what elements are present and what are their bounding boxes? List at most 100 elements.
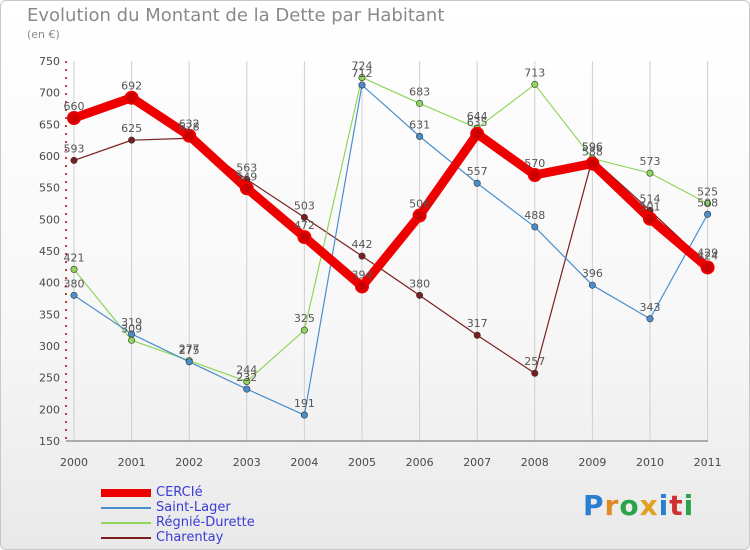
data-label: 525 xyxy=(697,186,718,199)
legend-label: Saint-Lager xyxy=(156,500,231,515)
data-label: 514 xyxy=(640,192,661,205)
x-tick-label: 2000 xyxy=(60,456,88,469)
data-label: 442 xyxy=(352,238,373,251)
data-point xyxy=(531,223,539,231)
y-tick-label: 150 xyxy=(39,435,60,448)
data-label: 683 xyxy=(409,85,430,98)
y-tick-label: 550 xyxy=(39,182,60,195)
data-label: 501 xyxy=(640,201,661,214)
y-tick-label: 600 xyxy=(39,150,60,163)
data-label: 712 xyxy=(352,67,373,80)
data-label: 635 xyxy=(467,116,488,129)
data-point xyxy=(300,326,308,334)
data-label: 549 xyxy=(236,170,257,183)
data-point xyxy=(297,230,312,245)
data-label: 317 xyxy=(467,317,488,330)
axis-layer: 150 200 250 300 350 400 450 500 550 600 650 700 750 2… xyxy=(39,55,722,469)
chart-title: Evolution du Montant de la Dette par Hab… xyxy=(27,5,445,26)
data-label: 724 xyxy=(352,59,373,72)
x-tick-label: 2009 xyxy=(578,456,606,469)
data-label: 244 xyxy=(236,363,257,376)
data-label: 394 xyxy=(352,268,373,281)
data-point xyxy=(67,111,81,125)
data-label: 343 xyxy=(640,301,661,314)
data-point xyxy=(185,358,193,366)
data-point xyxy=(358,81,366,89)
data-point xyxy=(70,291,78,299)
data-label: 421 xyxy=(64,251,85,264)
data-label: 632 xyxy=(179,118,200,131)
data-point xyxy=(358,73,366,81)
series-line-0 xyxy=(69,93,713,291)
data-point xyxy=(646,169,654,177)
data-point xyxy=(531,369,539,377)
data-label: 325 xyxy=(294,312,315,325)
data-label: 309 xyxy=(121,322,142,335)
data-point xyxy=(527,168,542,182)
data-label: 275 xyxy=(179,344,200,357)
y-tick-label: 500 xyxy=(39,213,60,226)
data-label: 472 xyxy=(294,219,315,232)
data-point xyxy=(243,385,251,393)
data-point xyxy=(300,411,308,419)
data-label: 380 xyxy=(64,277,85,290)
data-label: 508 xyxy=(697,196,718,209)
x-tick-label: 2006 xyxy=(406,456,434,469)
data-point xyxy=(473,179,481,187)
brand-letter: t xyxy=(669,489,684,522)
data-label: 191 xyxy=(294,397,315,410)
data-point xyxy=(128,336,136,344)
data-point xyxy=(416,99,424,107)
data-label: 573 xyxy=(640,155,661,168)
data-label: 593 xyxy=(64,142,85,155)
data-label: 596 xyxy=(582,141,603,154)
data-label: 380 xyxy=(409,277,430,290)
legend-swatch xyxy=(101,489,151,497)
data-label: 644 xyxy=(467,110,488,123)
y-tick-label: 650 xyxy=(39,118,60,131)
x-tick-label: 2011 xyxy=(694,456,722,469)
data-point xyxy=(128,330,136,338)
data-label: 557 xyxy=(467,165,488,178)
data-label: 232 xyxy=(236,371,257,384)
data-label: 563 xyxy=(236,161,257,174)
brand-letter: i xyxy=(683,489,695,522)
data-point xyxy=(355,279,369,294)
data-label: 503 xyxy=(294,199,315,212)
legend-swatch xyxy=(101,537,151,539)
label-layer: 660 692 632 549 472 394 506 635 570 588 501 424 380 3… xyxy=(64,59,719,410)
data-point xyxy=(416,132,424,140)
data-point xyxy=(470,126,485,141)
data-label: 596 xyxy=(582,141,603,154)
data-point xyxy=(70,265,78,273)
data-point xyxy=(239,181,254,196)
data-point xyxy=(70,156,78,164)
series-line-1 xyxy=(73,84,709,416)
data-label: 570 xyxy=(524,157,545,170)
data-point xyxy=(124,90,139,105)
x-tick-label: 2003 xyxy=(233,456,261,469)
y-tick-label: 700 xyxy=(39,87,60,100)
data-point xyxy=(704,210,712,218)
data-label: 319 xyxy=(121,316,142,329)
brand-letter: P xyxy=(583,489,605,522)
data-label: 488 xyxy=(524,209,545,222)
brand-logo: Proxiti xyxy=(583,489,694,522)
data-label: 506 xyxy=(409,198,430,211)
y-tick-label: 200 xyxy=(39,403,60,416)
data-label: 588 xyxy=(582,146,603,159)
x-tick-label: 2007 xyxy=(463,456,491,469)
brand-letter: r xyxy=(604,489,620,522)
brand-letter: i xyxy=(658,489,670,522)
x-tick-label: 2008 xyxy=(521,456,549,469)
data-point xyxy=(416,291,424,299)
series-layer xyxy=(67,73,715,419)
legend-label: CERCIé xyxy=(156,485,203,500)
chart-subtitle: (en €) xyxy=(27,28,60,41)
data-label: 631 xyxy=(409,118,430,131)
data-label: 625 xyxy=(121,122,142,135)
data-point xyxy=(588,281,596,289)
data-label: 660 xyxy=(64,100,85,113)
